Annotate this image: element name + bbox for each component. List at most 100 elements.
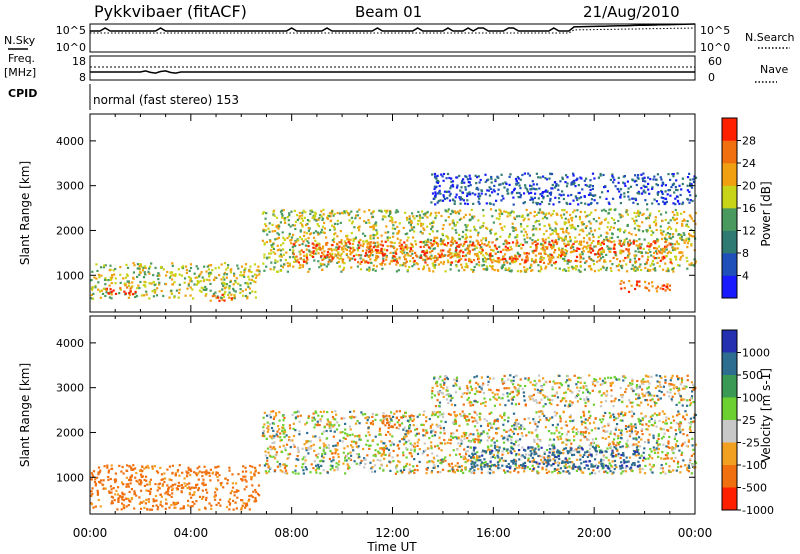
power-echo-cell <box>651 281 654 284</box>
power-echo-cell <box>637 190 640 193</box>
velocity-echo-cell <box>514 454 518 457</box>
cpid-mode: normal (fast stereo) 153 <box>93 93 239 107</box>
velocity-echo-cell <box>465 418 468 421</box>
velocity-echo-cell <box>117 497 120 500</box>
velocity-echo-cell <box>314 469 317 472</box>
power-echo-cell <box>600 247 603 250</box>
velocity-echo-cell <box>155 504 158 507</box>
power-echo-cell <box>429 242 432 245</box>
power-echo-cell <box>208 279 211 282</box>
power-echo-cell <box>612 247 615 250</box>
power-echo-cell <box>648 226 652 229</box>
power-echo-cell <box>554 249 557 252</box>
velocity-echo-cell <box>267 451 270 454</box>
velocity-echo-cell <box>662 443 665 446</box>
velocity-echo-cells <box>90 374 698 511</box>
power-echo-cell <box>156 287 159 290</box>
power-echo-cell <box>583 195 586 198</box>
noise-traces <box>90 23 696 34</box>
power-echo-cell <box>523 172 526 175</box>
power-echo-cell <box>225 286 228 289</box>
power-echo-cell <box>371 250 374 253</box>
velocity-echo-cell <box>613 419 616 422</box>
velocity-echo-cell <box>341 430 344 434</box>
power-echo-cell <box>457 212 461 215</box>
power-echo-cell <box>369 244 372 248</box>
power-echo-cell <box>388 212 392 216</box>
power-echo-cell <box>590 198 594 201</box>
power-echo-cell <box>602 240 605 243</box>
power-echo-cell <box>676 172 679 175</box>
velocity-echo-cell <box>317 452 320 456</box>
power-echo-cell <box>144 273 147 276</box>
velocity-echo-cell <box>552 458 555 461</box>
power-echo-cell <box>434 193 437 196</box>
power-echo-cell <box>206 265 209 268</box>
power-echo-cell <box>518 255 521 258</box>
station-title: Pykkvibaer (fitACF) <box>94 2 247 21</box>
velocity-echo-cell <box>295 458 298 461</box>
power-echo-cell <box>489 256 492 259</box>
power-echo-cell <box>132 271 135 274</box>
power-echo-cell <box>558 201 561 204</box>
power-echo-cell <box>257 265 260 268</box>
velocity-echo-cell <box>145 479 148 482</box>
velocity-echo-cell <box>543 414 546 417</box>
power-echo-cell <box>492 221 495 224</box>
velocity-echo-cell <box>448 454 452 457</box>
velocity-echo-cell <box>148 481 151 484</box>
velocity-echo-cell <box>448 469 451 472</box>
power-echo-cell <box>200 286 203 289</box>
power-echo-cell <box>436 201 439 204</box>
power-echo-cell <box>456 210 459 213</box>
power-echo-cell <box>182 265 185 268</box>
power-echo-cell <box>398 257 401 260</box>
power-echo-cell <box>490 228 493 231</box>
power-echo-cell <box>395 263 398 266</box>
velocity-echo-cell <box>366 439 369 442</box>
power-echo-cell <box>289 225 292 228</box>
power-echo-cell <box>500 226 503 229</box>
velocity-echo-cell <box>233 494 236 497</box>
power-echo-cell <box>671 211 674 214</box>
power-echo-cell <box>678 184 681 187</box>
power-echo-cell <box>338 245 341 248</box>
power-echo-cell <box>652 231 655 234</box>
power-echo-cell <box>621 250 624 253</box>
power-echo-cell <box>508 256 512 259</box>
power-echo-cell <box>484 173 487 176</box>
power-echo-cell <box>534 192 537 195</box>
velocity-echo-cell <box>244 466 247 469</box>
power-echo-cell <box>613 178 616 181</box>
power-echo-cell <box>612 218 616 221</box>
velocity-echo-cell <box>382 451 385 454</box>
velocity-echo-cell <box>293 445 296 448</box>
velocity-echo-cell <box>521 466 524 470</box>
power-echo-cell <box>447 208 450 211</box>
power-echo-cell <box>455 248 458 252</box>
power-echo-cell <box>346 234 349 237</box>
velocity-echo-cell <box>571 428 574 431</box>
power-echo-cell <box>509 214 512 217</box>
velocity-echo-cell <box>464 461 467 464</box>
velocity-echo-cell <box>214 487 218 490</box>
power-echo-cell <box>648 245 651 248</box>
power-echo-cell <box>647 176 650 179</box>
power-echo-cell <box>314 252 317 255</box>
power-echo-cell <box>119 288 122 291</box>
power-echo-cell <box>589 184 592 187</box>
power-echo-cell <box>455 193 458 196</box>
power-echo-cell <box>513 216 516 219</box>
power-echo-cell <box>318 243 321 246</box>
power-echo-cell <box>607 211 611 215</box>
power-echo-cell <box>502 255 505 258</box>
power-echo-cell <box>107 292 110 295</box>
velocity-echo-cell <box>176 501 180 504</box>
power-echo-cell <box>669 237 673 240</box>
velocity-echo-cell <box>350 454 353 457</box>
velocity-echo-cell <box>405 435 408 438</box>
velocity-echo-cell <box>617 434 620 437</box>
velocity-echo-cell <box>627 445 630 449</box>
